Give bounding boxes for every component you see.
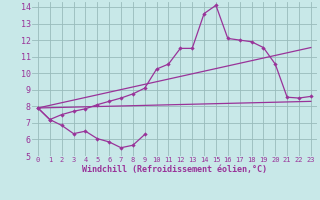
- X-axis label: Windchill (Refroidissement éolien,°C): Windchill (Refroidissement éolien,°C): [82, 165, 267, 174]
